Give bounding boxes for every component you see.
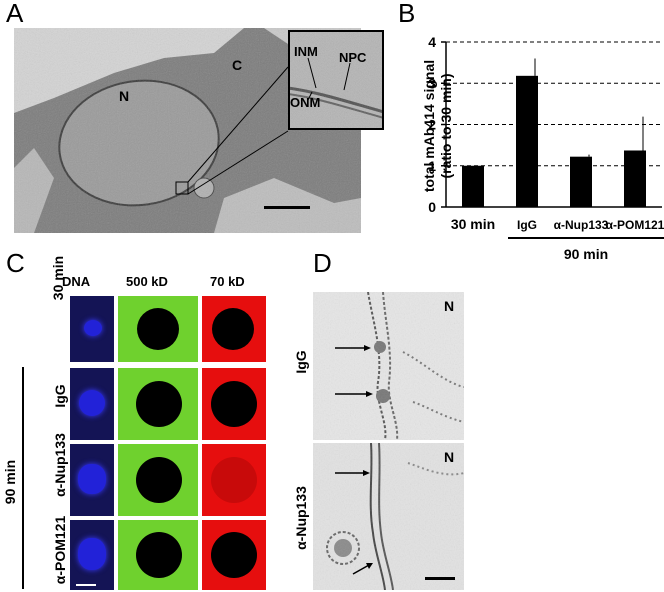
row-label-nup133: α-Nup133 <box>52 433 68 497</box>
panel-d-micrograph-igg <box>313 292 464 440</box>
row-label-igg: IgG <box>52 384 68 408</box>
label-c: C <box>232 57 243 73</box>
x-tick-label-0: 30 min <box>451 216 495 232</box>
panel-d-micrograph-nup133 <box>313 443 464 590</box>
chart-grid <box>446 41 662 167</box>
panel-b-letter: B <box>398 0 416 28</box>
tile-500kd-30min <box>118 296 198 362</box>
label-n: N <box>119 88 130 104</box>
tile-dna-igg <box>70 368 114 440</box>
col-header-dna: DNA <box>62 274 91 289</box>
row-label-30min: 30 min <box>50 255 66 301</box>
label-inm: INM <box>294 44 318 59</box>
panel-a-inset <box>288 30 384 130</box>
panel-a-letter: A <box>6 0 24 28</box>
group-bracket-c <box>22 367 24 589</box>
panel-d-letter: D <box>313 248 332 278</box>
group-label-90-min: 90 min <box>564 246 608 262</box>
x-tick-label-1: IgG <box>517 218 537 232</box>
chart-bars <box>462 75 646 207</box>
label-n-igg: N <box>444 298 455 314</box>
label-onm: ONM <box>290 95 321 110</box>
label-npc: NPC <box>339 50 367 65</box>
y-tick-label-4: 4 <box>428 34 436 50</box>
y-tick-label-3: 3 <box>428 75 436 91</box>
y-tick-label-1: 1 <box>428 158 436 174</box>
x-tick-label-2: α-Nup133 <box>554 218 609 232</box>
col-header-500kd: 500 kD <box>126 274 168 289</box>
bar-3 <box>624 150 646 207</box>
tile-70kd-30min <box>202 296 266 362</box>
row-label-pom121: α-POM121 <box>52 515 68 585</box>
label-n-nup133: N <box>444 449 455 465</box>
tile-dna-nup133 <box>70 444 114 516</box>
y-tick-label-2: 2 <box>428 117 436 133</box>
group-label-c-90min: 90 min <box>2 459 18 505</box>
row-label-d-igg: IgG <box>293 350 309 374</box>
panel-c-letter: C <box>6 248 25 278</box>
tile-dna-30min <box>70 296 114 362</box>
tile-70kd-nup133 <box>202 444 266 516</box>
tile-500kd-nup133 <box>118 444 198 516</box>
tile-70kd-igg <box>202 368 266 440</box>
chart-y-ticks: 0 1 2 3 4 <box>428 34 446 215</box>
tile-500kd-igg <box>118 368 198 440</box>
bar-1 <box>516 75 538 207</box>
y-tick-label-0: 0 <box>428 199 436 215</box>
bar-0 <box>462 165 484 207</box>
tile-70kd-pom121 <box>202 520 266 590</box>
tile-500kd-pom121 <box>118 520 198 590</box>
x-tick-label-3: α-POM121 <box>606 218 664 232</box>
row-label-d-nup133: α-Nup133 <box>293 486 309 550</box>
tile-dna-pom121 <box>70 520 114 590</box>
chart-error-bars <box>534 58 644 157</box>
col-header-70kd: 70 kD <box>210 274 245 289</box>
chart-axes <box>445 42 662 208</box>
bar-2 <box>570 156 592 207</box>
